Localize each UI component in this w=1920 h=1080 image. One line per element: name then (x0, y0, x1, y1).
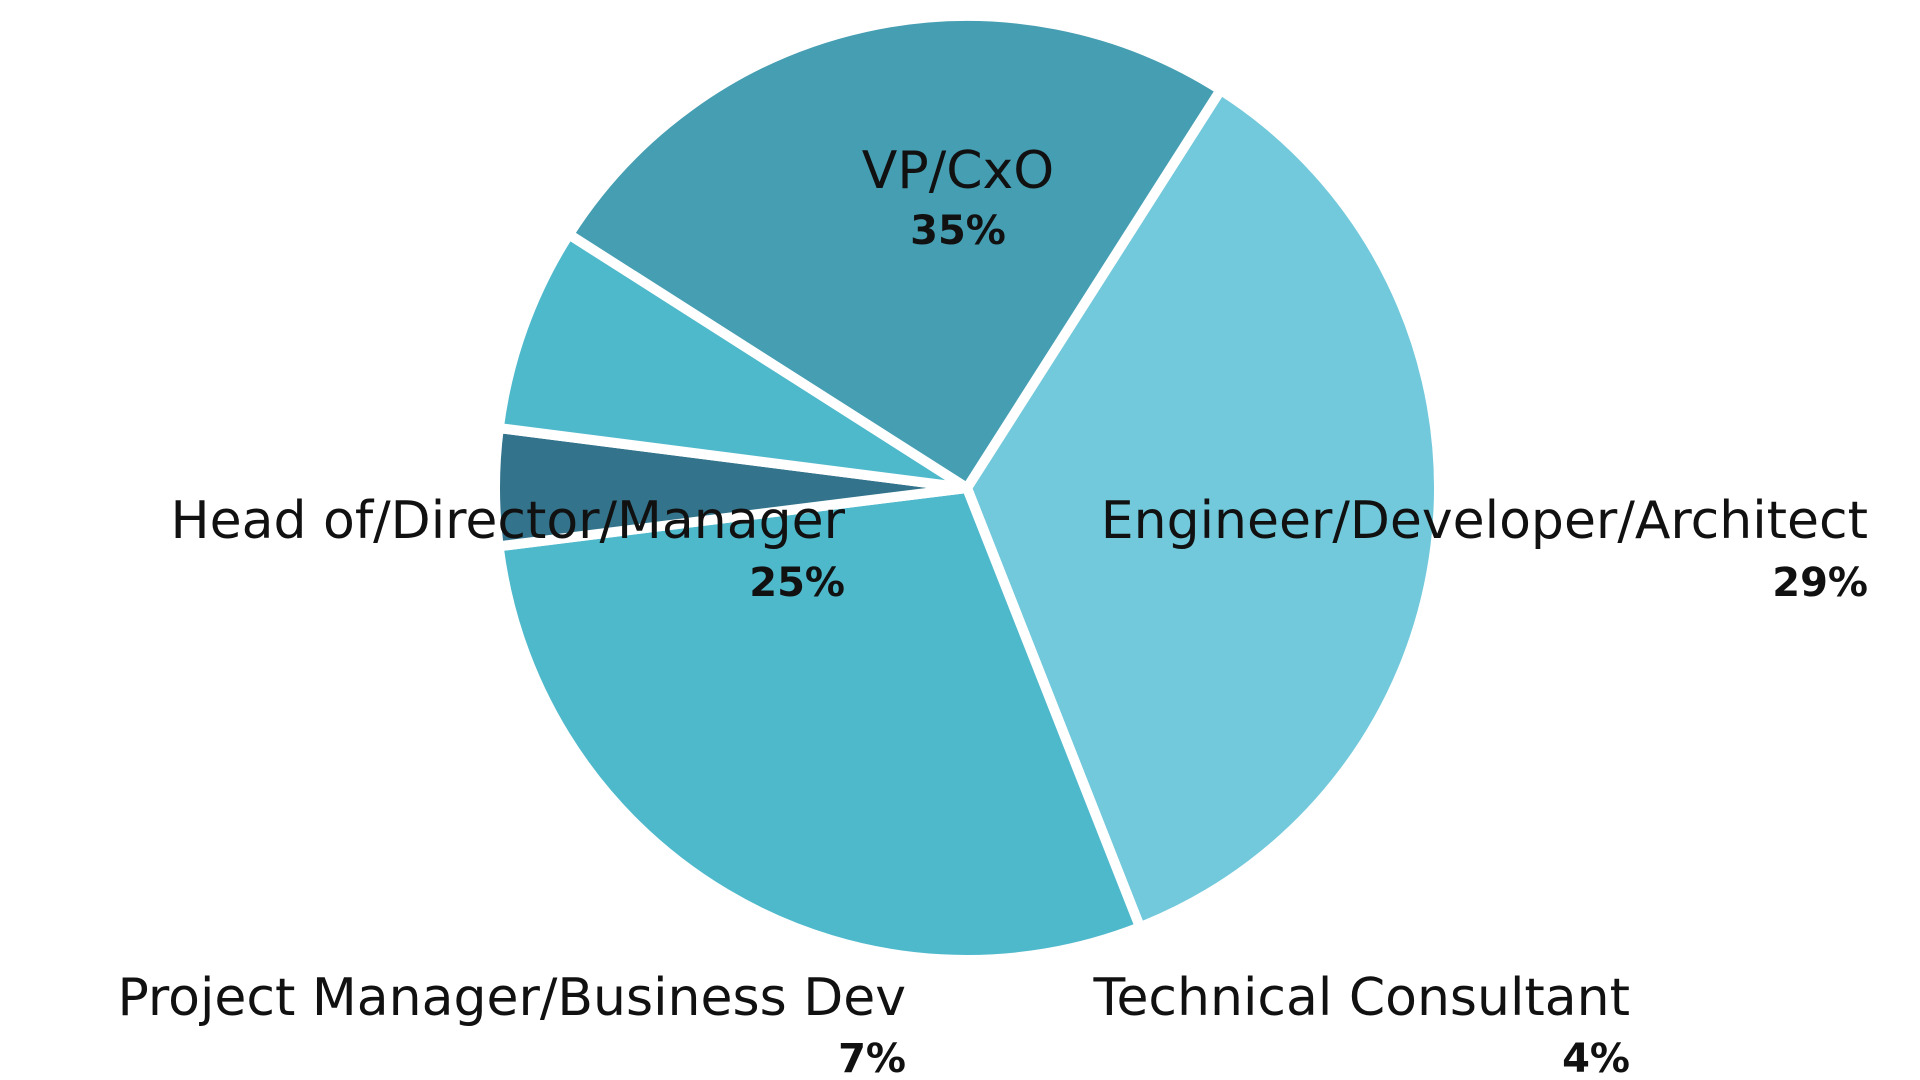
slice-percent-label: 29% (1772, 560, 1868, 606)
slice-label: Head of/Director/Manager (171, 491, 846, 551)
pie-slice-project-manager-business-dev (493, 229, 972, 493)
slice-percent-label: 7% (838, 1036, 906, 1080)
slice-label: Project Manager/Business Dev (117, 968, 906, 1028)
slice-percent-label: 4% (1562, 1036, 1630, 1080)
pie-slice-head-of-director-manager (563, 11, 1226, 493)
pie-slices (490, 11, 1444, 965)
slice-label: Engineer/Developer/Architect (1101, 491, 1868, 551)
slice-percent-label: 35% (910, 208, 1006, 254)
pie-slice-vp-cxo (962, 84, 1444, 933)
pie-slice-engineer-developer-architect (493, 483, 1145, 965)
slice-label: Technical Consultant (1093, 968, 1630, 1028)
slice-percent-label: 25% (749, 560, 845, 606)
slice-label: VP/CxO (862, 141, 1054, 201)
pie-labels: VP/CxO 35% Engineer/Developer/Architect 29%… (117, 141, 1868, 1080)
